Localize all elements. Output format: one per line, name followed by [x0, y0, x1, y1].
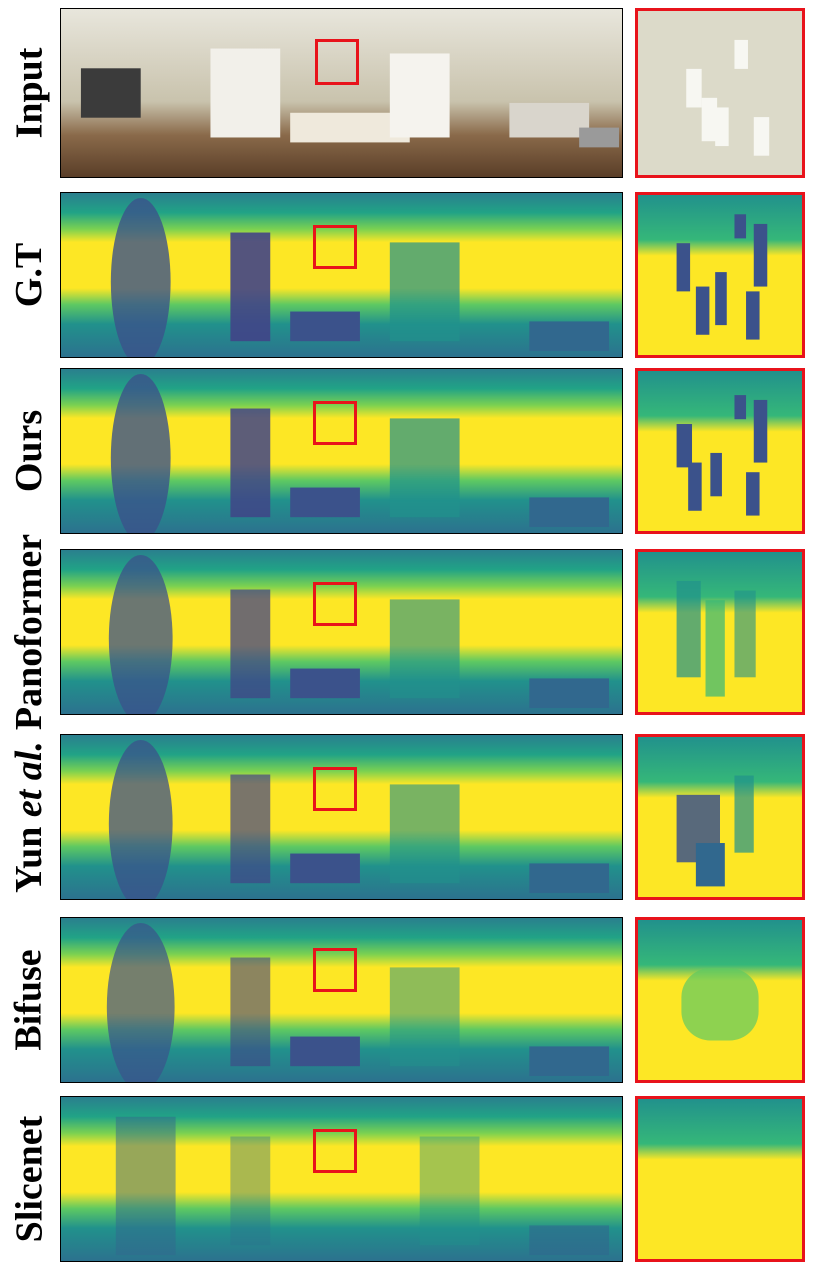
input-zoom-crop [635, 8, 805, 178]
row-label-panoformer: Panoformer [8, 533, 51, 731]
row-label-ours: Ours [8, 409, 51, 493]
gt-depth-map [60, 192, 623, 358]
ours-zoom-crop [635, 368, 805, 534]
row-label-gt: G.T [8, 242, 50, 308]
row-gt: G.T [0, 192, 813, 358]
bifuse-zoom-crop [635, 917, 805, 1083]
row-label-input: Input [2, 8, 56, 178]
row-slicenet: Slicenet [0, 1096, 813, 1262]
row-ours: Ours [0, 368, 813, 534]
row-label-yun: Yun et al. [2, 734, 56, 900]
ours-roi-box [313, 401, 357, 445]
panoformer-zoom-crop [635, 549, 805, 715]
row-bifuse: Bifuse [0, 917, 813, 1083]
yun-depth-map [60, 734, 623, 900]
slicenet-depth-map [60, 1096, 623, 1262]
gt-roi-box [313, 225, 357, 269]
input-roi-box [315, 39, 359, 85]
panoformer-depth-map [60, 549, 623, 715]
yun-roi-box [313, 767, 357, 811]
row-input: Input [0, 8, 813, 178]
input-panorama [60, 8, 623, 178]
slicenet-zoom-crop [635, 1096, 805, 1262]
row-yun: Yun et al. [0, 734, 813, 900]
bifuse-roi-box [313, 948, 357, 992]
row-label-slicenet: Slicenet [8, 1115, 51, 1243]
row-panoformer: Panoformer [0, 533, 813, 731]
label-text: Yun [8, 817, 50, 893]
label-italic-text: et al. [8, 741, 50, 818]
bifuse-depth-map [60, 917, 623, 1083]
yun-zoom-crop [635, 734, 805, 900]
panoformer-roi-box [313, 582, 357, 626]
slicenet-roi-box [313, 1129, 357, 1173]
gt-zoom-crop [635, 192, 805, 358]
ours-depth-map [60, 368, 623, 534]
row-label-bifuse: Bifuse [8, 949, 51, 1051]
label-text: Input [8, 47, 50, 139]
